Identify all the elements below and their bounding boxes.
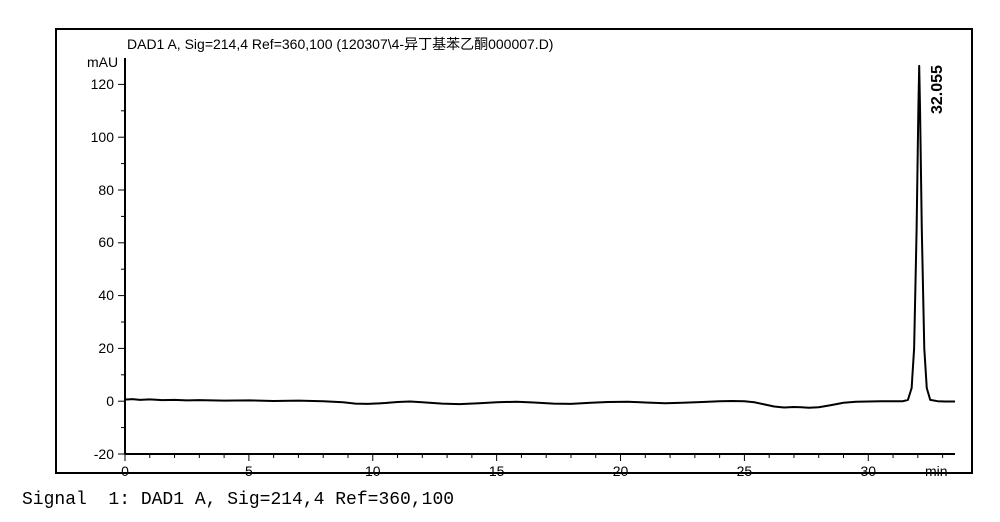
series-svg (0, 0, 1000, 522)
signal-text: Signal 1: DAD1 A, Sig=214,4 Ref=360,100 (22, 490, 454, 510)
chromatogram-container: DAD1 A, Sig=214,4 Ref=360,100 (120307\4-… (0, 0, 1000, 522)
peak-label: 32.055 (929, 65, 947, 114)
